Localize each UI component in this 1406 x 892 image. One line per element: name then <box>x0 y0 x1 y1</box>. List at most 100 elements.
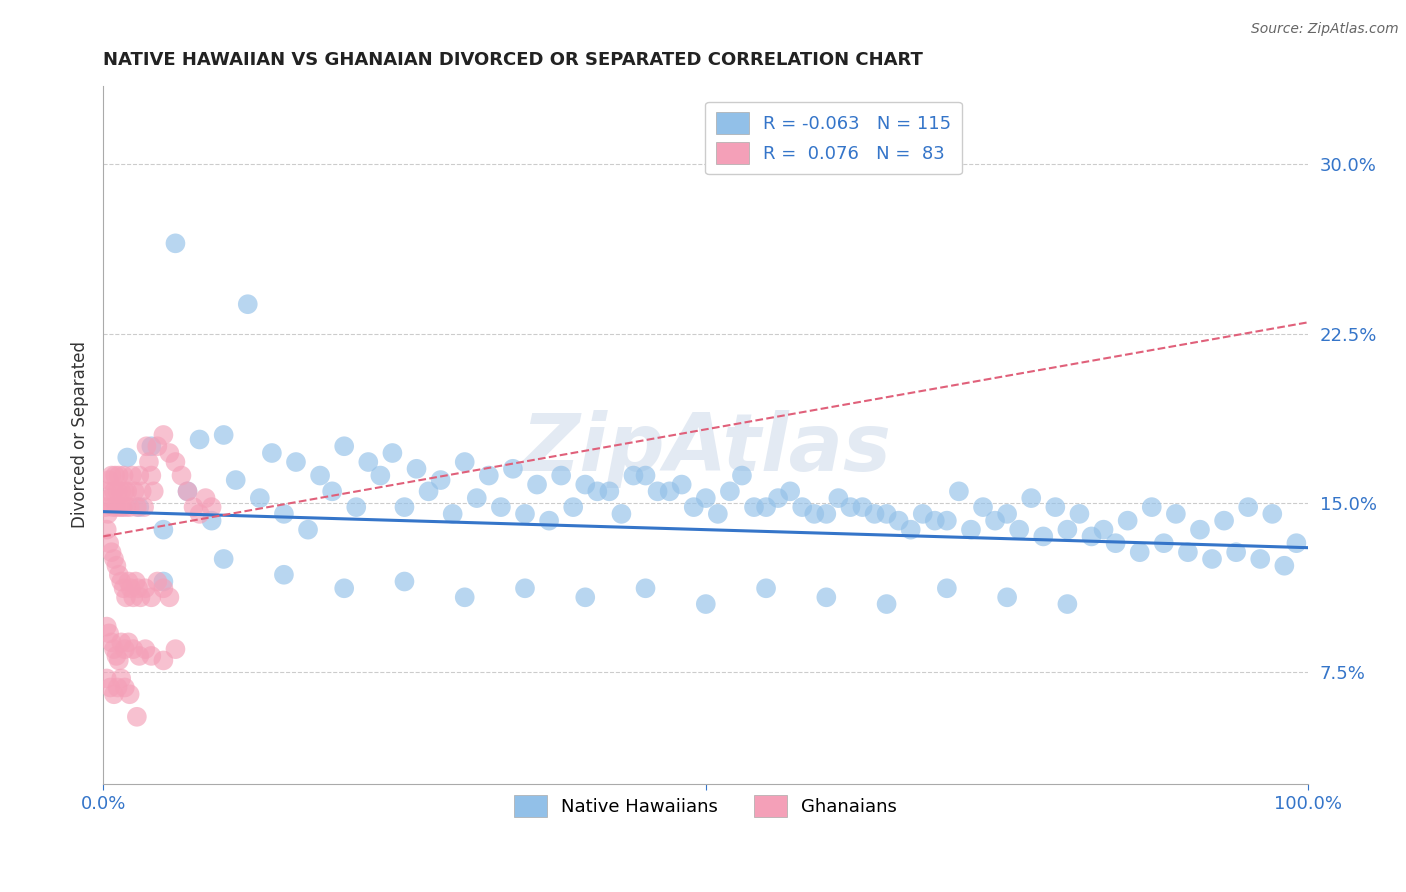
Point <box>815 591 838 605</box>
Point <box>429 473 451 487</box>
Point <box>152 653 174 667</box>
Point <box>935 582 957 596</box>
Point <box>98 626 121 640</box>
Point <box>333 439 356 453</box>
Point <box>876 507 898 521</box>
Point <box>249 491 271 505</box>
Point <box>112 468 135 483</box>
Point <box>121 468 143 483</box>
Y-axis label: Divorced or Separated: Divorced or Separated <box>72 342 89 528</box>
Point <box>924 514 946 528</box>
Point <box>731 468 754 483</box>
Point <box>98 473 121 487</box>
Point <box>441 507 464 521</box>
Point <box>948 484 970 499</box>
Point <box>1261 507 1284 521</box>
Point <box>911 507 934 521</box>
Point <box>100 468 122 483</box>
Point <box>370 468 392 483</box>
Point <box>1056 597 1078 611</box>
Point <box>827 491 849 505</box>
Point <box>128 648 150 663</box>
Point <box>718 484 741 499</box>
Point <box>707 507 730 521</box>
Point <box>1080 529 1102 543</box>
Point <box>839 500 862 515</box>
Point <box>120 582 142 596</box>
Text: Source: ZipAtlas.com: Source: ZipAtlas.com <box>1251 22 1399 37</box>
Point <box>405 462 427 476</box>
Point <box>108 500 131 515</box>
Point <box>127 582 149 596</box>
Point <box>623 468 645 483</box>
Point <box>201 514 224 528</box>
Point <box>157 446 180 460</box>
Point <box>176 484 198 499</box>
Point <box>671 477 693 491</box>
Point <box>101 500 124 515</box>
Point <box>960 523 983 537</box>
Legend: Native Hawaiians, Ghanaians: Native Hawaiians, Ghanaians <box>508 788 904 824</box>
Point <box>134 582 156 596</box>
Point <box>1019 491 1042 505</box>
Point <box>138 455 160 469</box>
Point <box>394 574 416 589</box>
Point <box>146 439 169 453</box>
Point <box>526 477 548 491</box>
Point <box>562 500 585 515</box>
Point <box>1032 529 1054 543</box>
Point <box>344 500 367 515</box>
Point <box>1285 536 1308 550</box>
Point <box>125 710 148 724</box>
Point <box>103 552 125 566</box>
Point <box>1056 523 1078 537</box>
Point <box>103 642 125 657</box>
Point <box>105 648 128 663</box>
Point <box>454 455 477 469</box>
Point <box>103 687 125 701</box>
Point <box>152 428 174 442</box>
Point <box>418 484 440 499</box>
Point <box>105 500 128 515</box>
Point <box>1140 500 1163 515</box>
Point <box>803 507 825 521</box>
Point <box>122 591 145 605</box>
Point <box>900 523 922 537</box>
Point <box>454 591 477 605</box>
Point <box>134 642 156 657</box>
Point <box>117 574 139 589</box>
Point <box>98 681 121 695</box>
Point <box>141 439 163 453</box>
Point <box>107 468 129 483</box>
Point <box>111 500 134 515</box>
Point <box>285 455 308 469</box>
Point <box>124 484 146 499</box>
Point <box>114 681 136 695</box>
Point <box>876 597 898 611</box>
Point <box>96 484 118 499</box>
Point <box>132 500 155 515</box>
Point <box>183 500 205 515</box>
Point <box>586 484 609 499</box>
Point <box>152 582 174 596</box>
Point <box>124 574 146 589</box>
Point <box>273 567 295 582</box>
Point <box>112 582 135 596</box>
Point <box>309 468 332 483</box>
Point <box>574 591 596 605</box>
Point <box>984 514 1007 528</box>
Point <box>695 491 717 505</box>
Point <box>128 468 150 483</box>
Point <box>658 484 681 499</box>
Point <box>273 507 295 521</box>
Point <box>165 236 187 251</box>
Point <box>381 446 404 460</box>
Point <box>94 500 117 515</box>
Point <box>489 500 512 515</box>
Point <box>1213 514 1236 528</box>
Point <box>1237 500 1260 515</box>
Point <box>122 642 145 657</box>
Point <box>972 500 994 515</box>
Point <box>98 536 121 550</box>
Point <box>170 468 193 483</box>
